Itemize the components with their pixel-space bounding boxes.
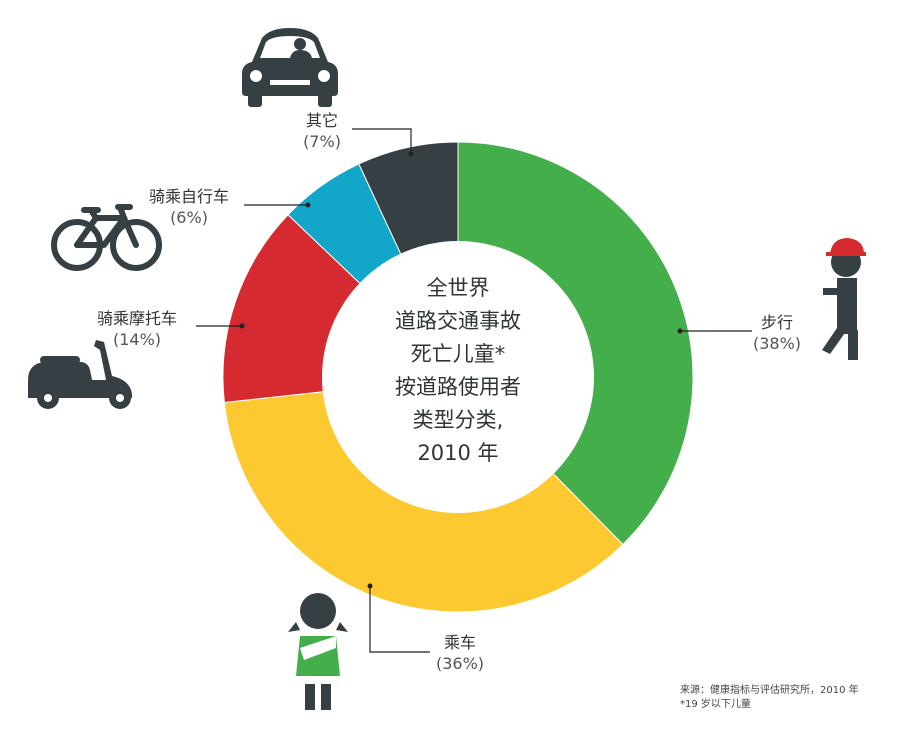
slice-percent: (14%) [112,330,162,349]
slice-name: 乘车 [443,633,476,652]
title-line: 道路交通事故 [395,309,521,333]
bicycle-icon [51,204,162,271]
leader-dot-passenger [367,583,373,589]
slice-percent: (36%) [435,654,485,673]
slice-label-passenger: 乘车 (36%) [432,632,488,674]
title-line: 类型分类, [412,408,504,432]
scooter-icon [28,340,132,409]
slice-percent: (38%) [752,334,802,353]
slice-label-other: 其它 (7%) [296,110,348,152]
pedestrian-icon [822,238,866,360]
source-note: 来源：健康指标与评估研究所，2010 年 *19 岁以下儿童 [680,684,859,712]
car-icon [242,28,338,107]
child-passenger-icon [288,593,348,710]
leader-lines [196,128,752,653]
source-line: 来源：健康指标与评估研究所，2010 年 [680,685,859,696]
slice-name: 步行 [760,313,793,332]
leader-line-other [352,128,412,154]
leader-dot-bicycle [305,202,311,208]
slice-percent: (6%) [170,208,208,227]
title-line: 全世界 [426,276,490,300]
chart-title: 全世界 道路交通事故 死亡儿童* 按道路使用者 类型分类, 2010 年 [340,272,576,470]
slice-label-walking: 步行 (38%) [752,312,802,354]
title-line: 死亡儿童* [410,342,506,366]
title-line: 按道路使用者 [395,375,521,399]
slice-label-bicycle: 骑乘自行车 (6%) [136,186,242,228]
slice-label-motorcycle: 骑乘摩托车 (14%) [82,308,192,350]
footnote-line: *19 岁以下儿童 [680,699,751,710]
title-line: 2010 年 [417,441,499,465]
slice-name: 其它 [305,111,338,130]
leader-dot-other [408,151,414,157]
leader-line-passenger [369,586,430,653]
slice-percent: (7%) [303,132,341,151]
donut-hole [322,241,594,513]
slice-name: 骑乘自行车 [148,187,229,206]
slice-name: 骑乘摩托车 [96,309,177,328]
leader-dot-walking [677,328,683,334]
leader-dot-motorcycle [239,323,245,329]
